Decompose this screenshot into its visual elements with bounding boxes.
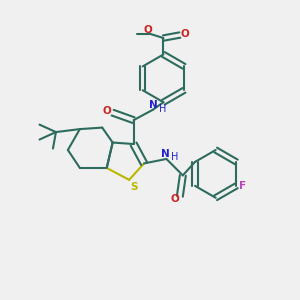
Text: S: S [130, 182, 137, 192]
Text: H: H [159, 104, 166, 114]
Text: N: N [149, 100, 158, 110]
Text: O: O [102, 106, 111, 116]
Text: F: F [239, 182, 247, 191]
Text: N: N [161, 148, 170, 159]
Text: H: H [171, 152, 178, 163]
Text: O: O [181, 29, 190, 39]
Text: O: O [170, 194, 179, 204]
Text: O: O [143, 25, 152, 35]
